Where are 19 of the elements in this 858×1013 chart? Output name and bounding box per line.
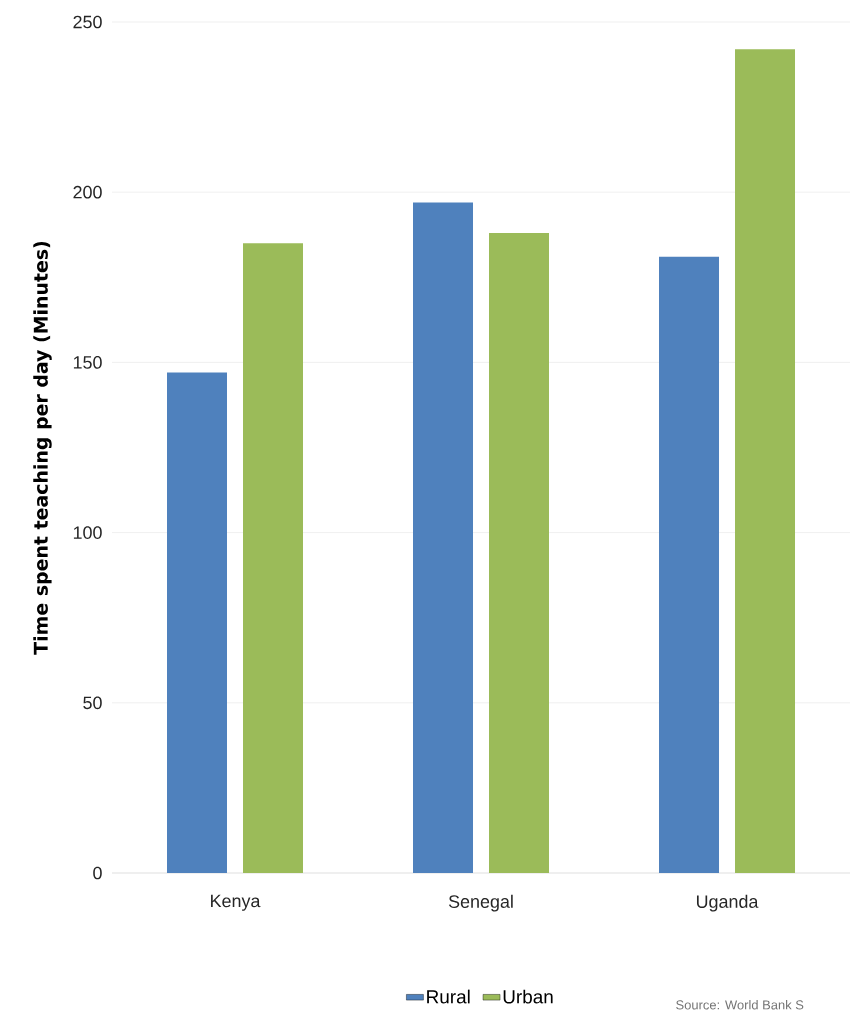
bar bbox=[413, 202, 473, 873]
bar bbox=[735, 49, 796, 873]
legend-label: Urban bbox=[503, 989, 553, 1004]
y-tick-label: 150 bbox=[73, 356, 102, 369]
y-tick-label: 100 bbox=[73, 526, 102, 539]
bar bbox=[167, 372, 227, 873]
x-tick-label: Uganda bbox=[696, 894, 759, 912]
x-tick-label: Senegal bbox=[448, 894, 513, 912]
y-tick-label: 50 bbox=[83, 696, 102, 710]
source-note: Source: World Bank S bbox=[676, 999, 804, 1010]
y-axis-title: Time spent teaching per day (Minutes) bbox=[33, 241, 52, 655]
y-tick-label: 200 bbox=[73, 185, 102, 199]
bar bbox=[489, 233, 549, 873]
bar bbox=[243, 243, 303, 873]
y-tick-label: 0 bbox=[93, 866, 102, 880]
bar bbox=[659, 256, 720, 873]
y-tick-label: 250 bbox=[73, 15, 102, 29]
x-tick-label: Kenya bbox=[211, 894, 261, 911]
legend-label: Rural bbox=[427, 989, 470, 1004]
